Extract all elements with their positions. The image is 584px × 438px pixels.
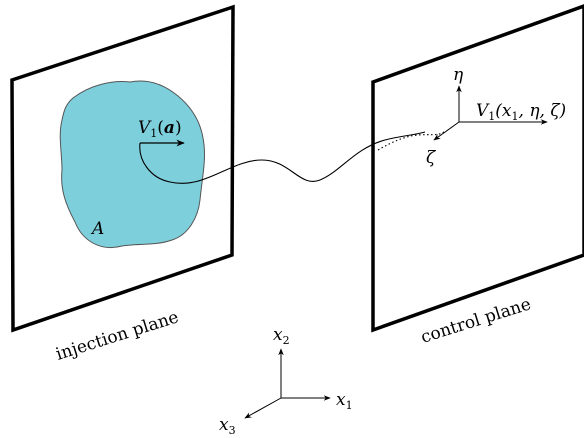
area-label: A [90,219,104,239]
axis-x1-label: x1 [336,390,353,412]
injection-area-blob [59,80,205,248]
axis-zeta-label: ζ [426,148,437,168]
control-velocity-label: V1(x1, η, ζ) [476,101,566,123]
coordinate-axes: x1 x2 x3 [219,325,353,437]
injection-velocity-label: V1(a) [138,118,182,140]
injection-plane-frame [10,4,235,333]
axis-x3-arrow [244,397,282,419]
axis-x2-label: x2 [273,325,290,347]
axis-zeta-arrow [433,121,460,141]
control-plane-frame [371,4,584,333]
axis-eta-label: η [453,65,464,85]
injection-plane: A V1(a) injection plane [10,4,235,365]
injection-plane-label: injection plane [53,307,181,364]
particle-trajectory [139,131,426,184]
control-plane-label: control plane [418,294,533,347]
control-plane: η ζ V1(x1, η, ζ) control plane [371,4,584,348]
axis-x3-label: x3 [219,415,236,437]
